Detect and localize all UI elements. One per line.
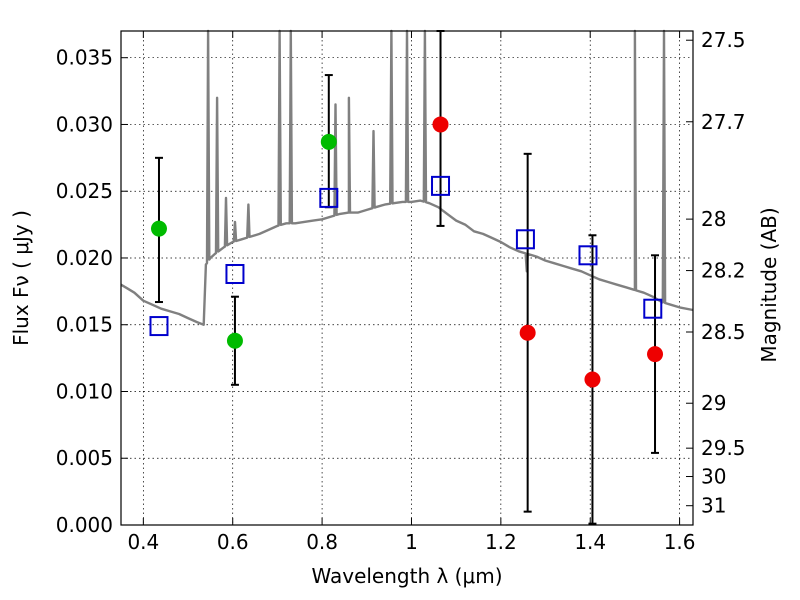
model-spectrum-line [120,29,694,326]
y-tick-label: 0.025 [56,179,113,203]
blue-square-point [515,229,535,250]
x-tick-label: 0.6 [217,530,249,554]
right-tick-label: 28.5 [701,320,746,344]
model-spectrum [120,29,694,326]
blue-square-point [431,175,451,196]
data-points [149,30,664,525]
y-tick-label: 0.010 [56,379,113,403]
plot-frame [120,30,694,526]
x-tick-label: 1 [405,530,418,554]
y-axis-label-right: Magnitude (AB) [757,207,781,362]
red-point [647,346,664,363]
y-tick-label: 0.020 [56,246,113,270]
x-tick-label: 1.4 [574,530,606,554]
right-tick-label: 28 [701,207,726,231]
x-tick-label: 1.6 [664,530,696,554]
blue-square-point [149,316,169,337]
green-point [320,133,337,150]
y-tick-label: 0.000 [56,513,113,537]
green-point [150,220,167,237]
ticks: 0.4 0.6 0.8 1 1.2 1.4 1.6 0.000 0.005 0.010 0.015 0… [56,28,746,554]
right-tick-label: 27.5 [701,28,746,52]
right-tick-label: 31 [701,494,726,518]
y-axis-label-left: Flux Fν ( μJy ) [9,210,33,346]
x-axis-label: Wavelength λ (μm) [311,564,502,588]
red-point [432,116,449,133]
red-point [519,324,536,341]
right-tick-label: 30 [701,465,726,489]
x-tick-label: 1.2 [485,530,517,554]
right-tick-label: 29.5 [701,436,746,460]
red-point [584,371,601,388]
right-tick-label: 27.7 [701,110,746,134]
blue-square-point [578,245,598,266]
right-tick-label: 29 [701,391,726,415]
green-point [226,332,243,349]
y-tick-label: 0.005 [56,446,113,470]
y-tick-label: 0.035 [56,46,113,70]
x-tick-label: 0.4 [127,530,159,554]
blue-square-point [319,187,339,208]
y-tick-label: 0.015 [56,313,113,337]
x-tick-label: 0.8 [306,530,338,554]
y-tick-label: 0.030 [56,112,113,136]
right-tick-label: 28.2 [701,259,746,283]
blue-square-point [643,298,663,319]
blue-square-point [225,263,245,284]
